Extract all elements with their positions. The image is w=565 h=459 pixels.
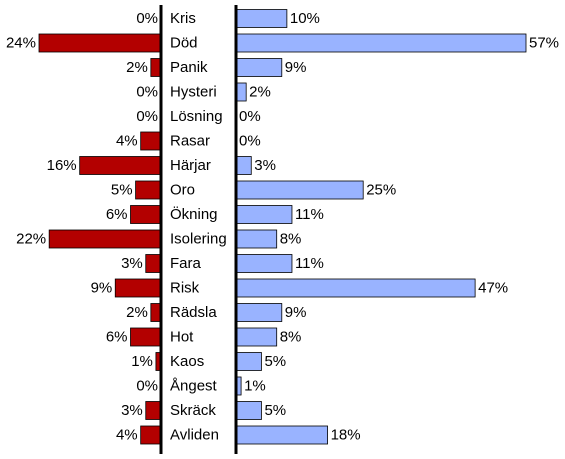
left-bar [48, 229, 162, 249]
right-value-label: 10% [290, 10, 320, 27]
left-bar [145, 401, 162, 420]
category-label: Skräck [170, 402, 216, 419]
category-label: Ökning [170, 205, 218, 223]
category-label: Hysteri [170, 84, 217, 101]
category-label: Död [170, 35, 198, 52]
left-value-label: 2% [126, 59, 148, 76]
left-bar [145, 254, 162, 273]
left-value-label: 0% [136, 10, 158, 27]
left-value-label: 9% [91, 280, 113, 297]
left-value-label: 6% [106, 329, 128, 346]
right-value-label: 9% [285, 59, 307, 76]
category-label: Kris [170, 10, 196, 27]
right-value-label: 11% [295, 206, 324, 223]
category-label: Rädsla [170, 304, 217, 321]
right-bar [235, 229, 278, 249]
right-value-label: 3% [254, 157, 276, 174]
right-value-label: 18% [331, 427, 361, 444]
left-value-label: 3% [121, 255, 143, 272]
right-bar [235, 401, 262, 420]
right-value-label: 0% [239, 133, 261, 150]
category-label: Ångest [170, 378, 218, 395]
right-value-label: 11% [295, 255, 324, 272]
right-series-bars [235, 9, 527, 445]
right-bar [235, 180, 364, 200]
left-bar [150, 58, 162, 77]
right-bar [235, 327, 278, 347]
right-value-label: 57% [529, 35, 559, 52]
left-bar [140, 131, 162, 151]
left-value-label: 0% [136, 108, 158, 125]
right-bar [235, 352, 262, 371]
right-bar [235, 205, 293, 224]
category-label: Kaos [170, 353, 204, 370]
left-bar [150, 303, 162, 322]
left-bar [79, 156, 162, 175]
left-bar [114, 278, 162, 298]
left-bar [140, 425, 162, 445]
left-bar [130, 205, 162, 224]
right-bar [235, 278, 476, 298]
right-value-label: 2% [249, 84, 271, 101]
left-value-label: 0% [136, 378, 158, 395]
left-bar [135, 180, 162, 200]
right-bar [235, 303, 283, 322]
left-value-label: 0% [136, 84, 158, 101]
category-label: Härjar [170, 157, 211, 174]
left-series-bars [38, 33, 162, 445]
right-bar [235, 9, 288, 28]
right-value-label: 5% [264, 402, 286, 419]
category-label: Lösning [170, 108, 223, 125]
right-bar [235, 156, 252, 175]
left-value-label: 3% [121, 402, 143, 419]
right-value-label: 9% [285, 304, 307, 321]
left-value-label: 24% [6, 35, 36, 52]
right-bar [235, 58, 283, 77]
right-value-label: 8% [280, 231, 302, 248]
category-label: Oro [170, 182, 195, 199]
right-value-label: 25% [366, 182, 396, 199]
right-value-label: 5% [264, 353, 286, 370]
left-value-label: 4% [116, 133, 138, 150]
right-value-label: 47% [478, 280, 508, 297]
right-bar [235, 254, 293, 273]
left-value-label: 5% [111, 182, 133, 199]
left-value-label: 1% [131, 353, 153, 370]
category-label: Risk [170, 280, 200, 297]
left-value-label: 16% [47, 157, 77, 174]
category-label: Rasar [170, 133, 210, 150]
category-label: Isolering [170, 231, 227, 248]
right-bar [235, 425, 328, 445]
category-label: Hot [170, 329, 194, 346]
left-value-label: 22% [16, 231, 46, 248]
right-bar [235, 33, 527, 53]
bar-labels: Kris 0% 10% Död 24% 57% Panik 2% 9% Hysteri 0% 2% Lö… [6, 10, 559, 444]
right-bar [235, 82, 247, 102]
left-bar [38, 33, 162, 53]
left-value-label: 4% [116, 427, 138, 444]
category-label: Avliden [170, 427, 219, 444]
left-value-label: 6% [106, 206, 128, 223]
left-value-label: 2% [126, 304, 148, 321]
right-value-label: 8% [280, 329, 302, 346]
category-label: Fara [170, 255, 202, 272]
right-value-label: 1% [244, 378, 266, 395]
left-bar [130, 327, 162, 347]
right-value-label: 0% [239, 108, 261, 125]
category-label: Panik [170, 59, 208, 76]
